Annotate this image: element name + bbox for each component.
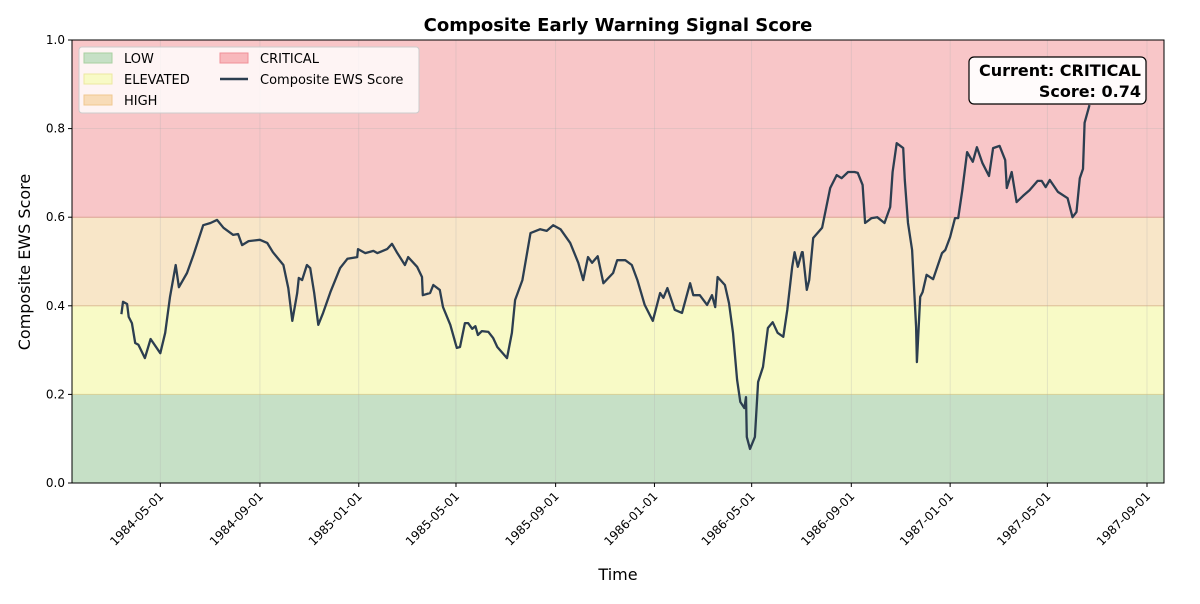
band-elevated [72,305,1164,395]
legend-label-low: LOW [124,52,154,67]
y-tick-label: 0.2 [46,387,65,401]
legend-swatch-critical [219,52,249,64]
x-tick-label: 1987-09-01 [1094,489,1153,548]
current-status-annotation: Current: CRITICAL Score: 0.74 [968,56,1147,105]
current-level-text: Current: CRITICAL [979,61,1141,80]
x-tick-label: 1986-05-01 [699,489,758,548]
legend-label-ews: Composite EWS Score [260,73,403,88]
plot-frame [71,39,1165,484]
legend-swatch-low [83,52,113,64]
series-line-composite-ews [120,104,1091,451]
x-axis-label: Time [597,565,637,584]
x-tick-label: 1985-05-01 [403,489,462,548]
x-axis: 1984-05-01 1984-09-01 1985-01-01 1985-05-01… [107,483,1153,548]
legend-label-elevated: ELEVATED [124,73,190,88]
band-low [72,394,1164,483]
y-axis-label: Composite EWS Score [15,174,34,350]
x-tick-label: 1986-09-01 [798,489,857,548]
x-tick-label: 1986-01-01 [601,489,660,548]
x-tick-label: 1985-01-01 [306,489,365,548]
y-tick-label: 0.0 [46,476,65,490]
series-layer [120,104,1091,451]
x-tick-label: 1985-09-01 [503,489,562,548]
x-tick-label: 1984-05-01 [107,489,166,548]
legend-swatch-high [83,94,113,106]
legend: LOW ELEVATED HIGH CRITICAL Composite EWS… [78,46,420,114]
y-tick-label: 0.6 [46,210,65,224]
band-high [72,217,1164,306]
legend-label-critical: CRITICAL [260,52,320,67]
y-tick-label: 0.8 [46,122,65,136]
y-axis: 0.0 0.2 0.4 0.6 0.8 1.0 [46,33,72,490]
legend-label-high: HIGH [124,94,157,109]
legend-swatch-elevated [83,73,113,85]
x-tick-label: 1987-01-01 [897,489,956,548]
x-tick-label: 1987-05-01 [994,489,1053,548]
current-score-text: Score: 0.74 [1039,82,1141,101]
x-tick-label: 1984-09-01 [207,489,266,548]
chart-title: Composite Early Warning Signal Score [424,15,813,36]
y-tick-label: 0.4 [46,299,65,313]
y-tick-label: 1.0 [46,33,65,47]
